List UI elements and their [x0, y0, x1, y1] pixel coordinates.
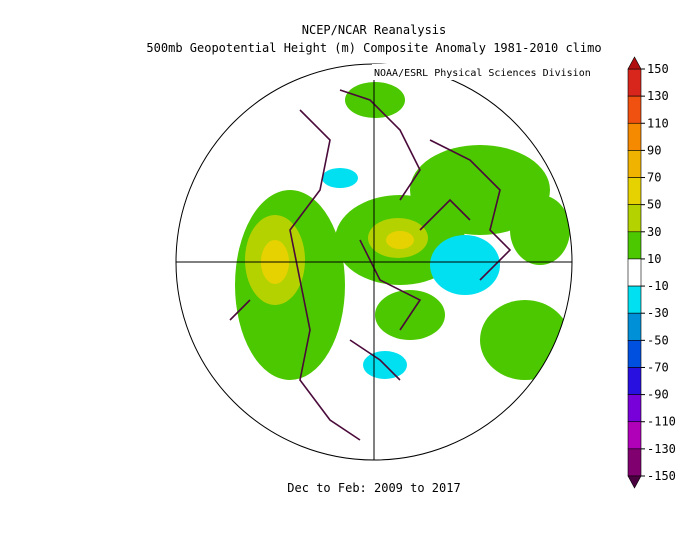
colorbar-segment — [627, 312, 642, 341]
colorbar-label: -50 — [647, 333, 669, 347]
colorbar-label: -70 — [647, 360, 669, 374]
colorbar-under — [627, 475, 642, 489]
colorbar-segment — [627, 122, 642, 151]
colorbar-label: 70 — [647, 171, 661, 185]
colorbar-segment — [627, 95, 642, 124]
colorbar-label: 30 — [647, 225, 661, 239]
colorbar-over — [627, 56, 642, 70]
colorbar-segment — [627, 258, 642, 287]
map-field — [229, 82, 570, 441]
colorbar-label: -150 — [647, 469, 676, 483]
colorbar-label: -10 — [647, 279, 669, 293]
credit-box — [372, 64, 572, 80]
footer: Dec to Feb: 2009 to 2017 — [287, 481, 460, 495]
colorbar-segment — [627, 448, 642, 477]
colorbar-segment — [627, 421, 642, 450]
colorbar-label: 50 — [647, 198, 661, 212]
colorbar-segment — [627, 204, 642, 233]
colorbar-label: 90 — [647, 143, 661, 157]
colorbar-label: 150 — [647, 62, 669, 76]
colorbar-segment — [627, 367, 642, 395]
colorbar-label: 10 — [647, 252, 661, 266]
colorbar-segment — [627, 231, 642, 260]
colorbar-label: -30 — [647, 306, 669, 320]
colorbar-label: -130 — [647, 442, 676, 456]
colorbar-label: 110 — [647, 116, 669, 130]
colorbar-segment — [627, 285, 642, 314]
colorbar-segment — [627, 177, 642, 205]
colorbar-segment — [627, 394, 642, 423]
colorbar-segment — [627, 150, 642, 178]
colorbar-label: -110 — [647, 415, 676, 429]
colorbar-segment — [627, 68, 642, 97]
colorbar-label: -90 — [647, 388, 669, 402]
title: NCEP/NCAR Reanalysis — [302, 23, 447, 37]
credit: NOAA/ESRL Physical Sciences Division — [374, 68, 591, 79]
colorbar-label: 130 — [647, 89, 669, 103]
colorbar-segment — [627, 340, 642, 368]
subtitle: 500mb Geopotential Height (m) Composite … — [146, 41, 601, 55]
